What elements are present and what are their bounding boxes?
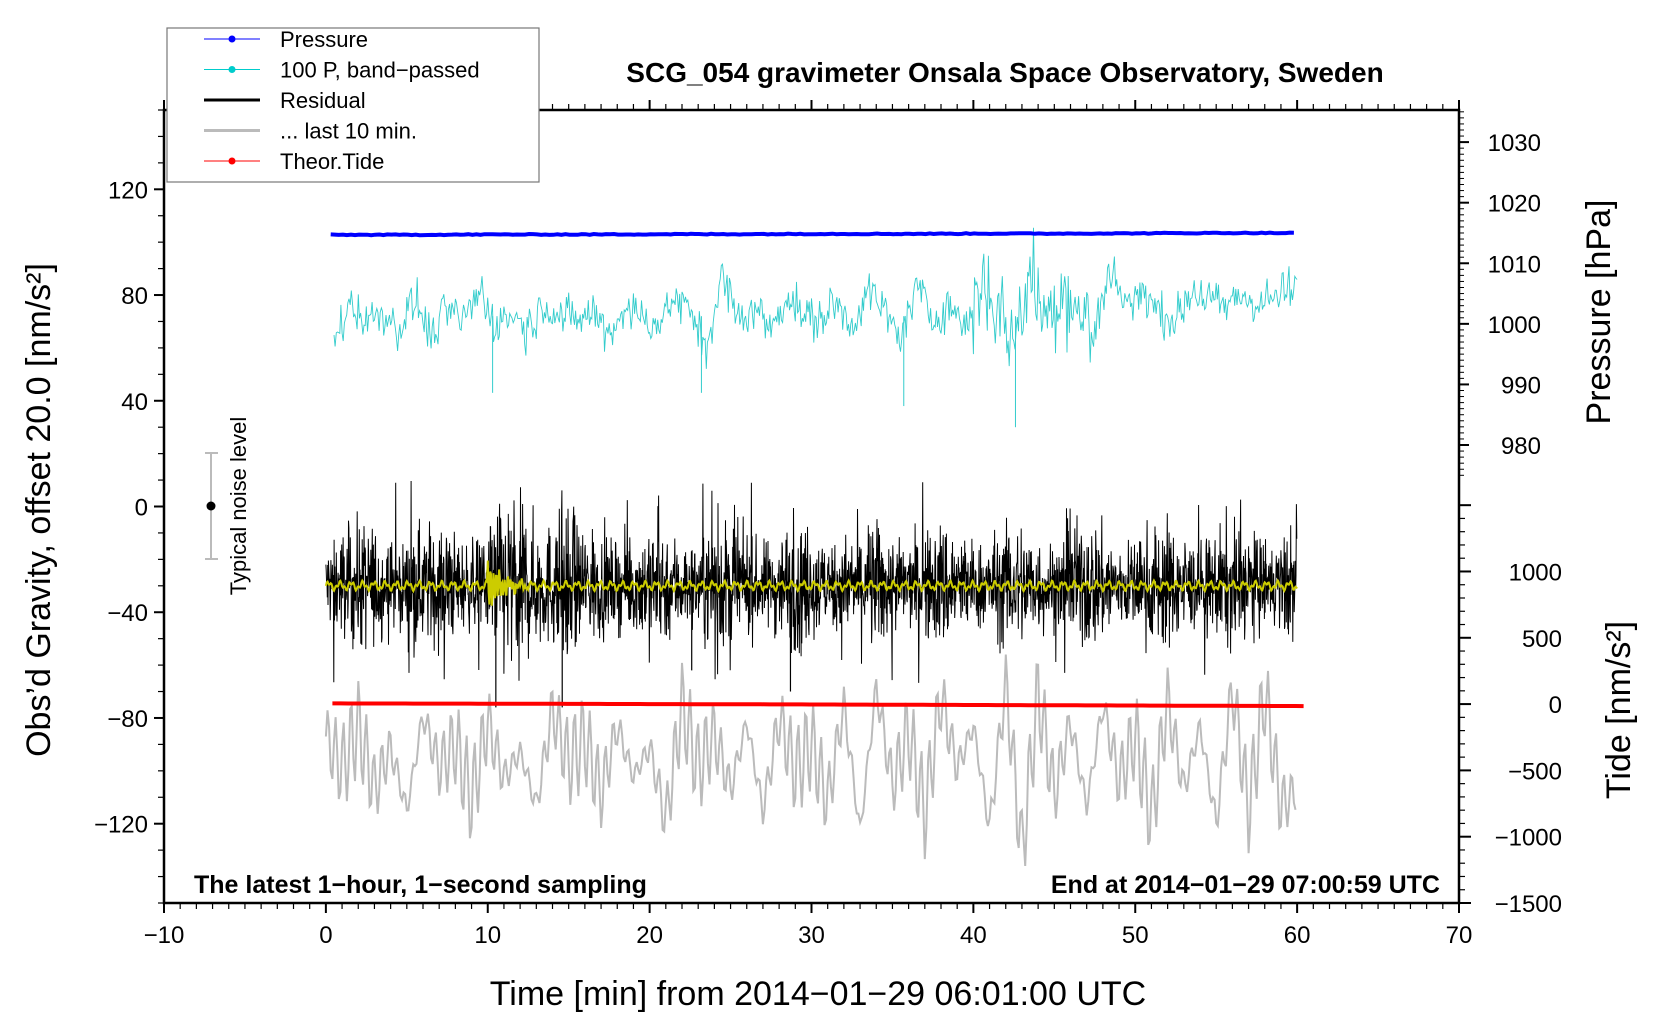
- x-tick-label: 20: [636, 922, 663, 949]
- pressure-tick-label: 1020: [1488, 191, 1541, 218]
- pressure-tick-label: 990: [1501, 372, 1541, 399]
- series-last-10-min: [324, 654, 1297, 867]
- y-left-tick-label: −120: [94, 812, 148, 839]
- legend-marker-0: [228, 35, 236, 43]
- x-tick-label: 70: [1446, 922, 1473, 949]
- x-tick-label: 10: [474, 922, 501, 949]
- legend-label-2: Residual: [280, 88, 366, 113]
- pressure-tick-label: 1000: [1488, 312, 1541, 339]
- axis-ticks: −10 0 10 20 30 40 50 60 7012080400−40−80−1201030…: [94, 100, 1562, 949]
- legend-label-0: Pressure: [280, 27, 368, 52]
- y-axis-tide-title: Tide [nm/s²]: [1600, 621, 1638, 799]
- y-left-tick-label: −80: [107, 706, 148, 733]
- chart-title: SCG_054 gravimeter Onsala Space Observat…: [626, 57, 1383, 88]
- tide-tick-label: 0: [1549, 692, 1562, 719]
- x-tick-label: 0: [319, 922, 332, 949]
- tide-tick-label: −1500: [1495, 891, 1562, 918]
- annotation-end-time: End at 2014−01−29 07:00:59 UTC: [1051, 871, 1440, 899]
- noise-label: Typical noise level: [226, 417, 251, 596]
- y-left-tick-label: 120: [108, 177, 148, 204]
- pressure-tick-label: 1030: [1488, 130, 1541, 157]
- series-group: [324, 227, 1304, 867]
- legend-label-4: Theor.Tide: [280, 149, 384, 174]
- y-left-tick-label: 80: [121, 283, 148, 310]
- tide-tick-label: 1000: [1509, 559, 1562, 586]
- legend-label-3: ... last 10 min.: [280, 119, 417, 144]
- y-axis-pressure-title: Pressure [hPa]: [1580, 200, 1618, 425]
- x-tick-label: 40: [960, 922, 987, 949]
- tide-tick-label: 500: [1522, 626, 1562, 653]
- x-tick-label: 60: [1284, 922, 1311, 949]
- series-residual-smoothed: [324, 560, 1298, 606]
- legend-box: [166, 27, 540, 183]
- pressure-tick-label: 980: [1501, 433, 1541, 460]
- tide-tick-label: −500: [1508, 758, 1562, 785]
- x-tick-label: 30: [798, 922, 825, 949]
- noise-level-indicator: Typical noise level: [205, 417, 251, 596]
- x-axis-title: Time [min] from 2014−01−29 06:01:00 UTC: [490, 975, 1146, 1013]
- y-left-tick-label: −40: [107, 600, 148, 627]
- legend-marker-4: [228, 157, 236, 165]
- x-tick-label: 50: [1122, 922, 1149, 949]
- legend: Pressure 100 P, band−passed Residual ... la…: [166, 27, 540, 183]
- series-residual: [325, 480, 1298, 683]
- noise-center-dot: [206, 501, 216, 511]
- tide-tick-label: −1000: [1495, 825, 1562, 852]
- y-left-tick-label: 0: [135, 495, 148, 522]
- series-pressure: [330, 230, 1294, 238]
- legend-label-1: 100 P, band−passed: [280, 58, 480, 83]
- annotation-sampling: The latest 1−hour, 1−second sampling: [194, 871, 647, 899]
- y-left-tick-label: 40: [121, 389, 148, 416]
- legend-marker-1: [228, 66, 236, 73]
- y-axis-left-title: Obs’d Gravity, offset 20.0 [nm/s²]: [20, 263, 58, 757]
- plot-frame: [162, 108, 1461, 905]
- x-tick-label: −10: [144, 922, 185, 949]
- pressure-tick-label: 1010: [1488, 251, 1541, 278]
- series-pressure-bandpassed: [333, 227, 1298, 369]
- series-theoretical-tide: [332, 701, 1304, 709]
